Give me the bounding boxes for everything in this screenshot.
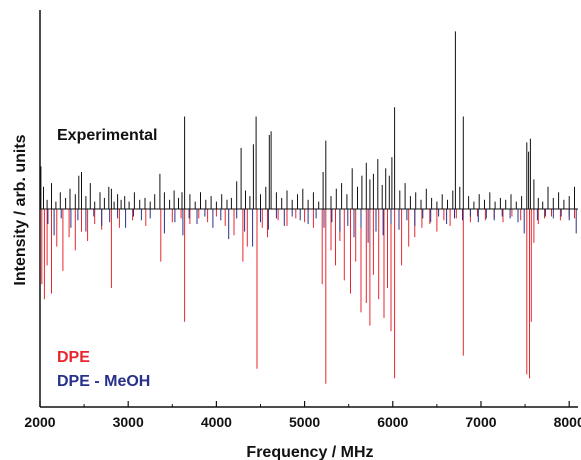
- series-dpe: [39, 209, 575, 384]
- y-axis-title: Intensity / arb. units: [12, 134, 29, 285]
- series-experimental: [40, 31, 575, 209]
- x-tick-label: 4000: [201, 414, 232, 430]
- axes: [39, 10, 578, 408]
- annotation-dpe: DPE: [57, 349, 90, 366]
- x-axis-title: Frequency / MHz: [246, 444, 373, 460]
- x-tick-label: 5000: [289, 414, 320, 430]
- x-tick-label: 7000: [465, 414, 496, 430]
- x-tick-label: 6000: [377, 414, 408, 430]
- x-tick-label: 2000: [24, 414, 55, 430]
- spectrum-sticks: [39, 31, 577, 384]
- x-axis-ticks: 2000 3000 4000 5000 6000 7000 8000: [24, 401, 581, 430]
- annotation-dpe-meoh: DPE - MeOH: [57, 373, 150, 390]
- annotation-experimental: Experimental: [57, 127, 157, 144]
- series-dpe-meoh: [47, 209, 577, 247]
- x-tick-label: 8000: [554, 414, 581, 430]
- x-tick-label: 3000: [113, 414, 144, 430]
